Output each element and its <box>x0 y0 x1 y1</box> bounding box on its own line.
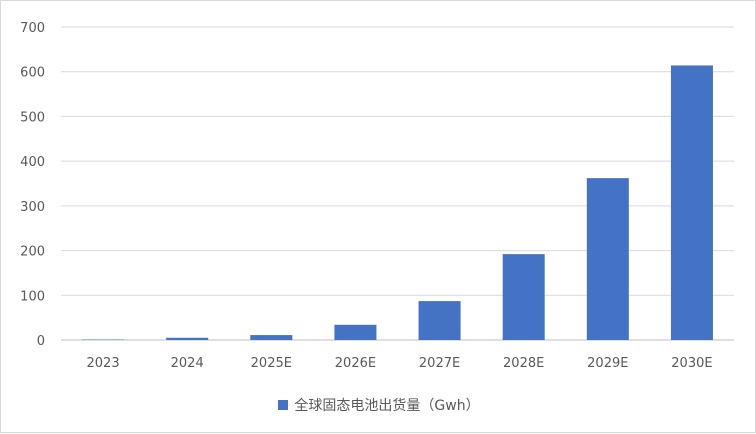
y-tick-label: 100 <box>20 289 45 304</box>
x-tick-label: 2026E <box>335 356 376 371</box>
x-tick-label: 2023 <box>87 356 120 371</box>
legend: 全球固态电池出货量（Gwh） <box>1 395 756 415</box>
y-tick-label: 500 <box>20 110 45 125</box>
x-tick-label: 2028E <box>503 356 544 371</box>
x-tick-label: 2025E <box>251 356 292 371</box>
bars <box>82 65 713 340</box>
y-tick-label: 300 <box>20 200 45 215</box>
bar <box>419 301 461 340</box>
y-tick-label: 200 <box>20 245 45 260</box>
gridlines <box>61 27 734 340</box>
x-tick-label: 2030E <box>671 356 712 371</box>
bar <box>587 178 629 340</box>
y-axis: 0 100 200 300 400 500 600 700 <box>20 21 45 349</box>
x-tick-label: 2029E <box>587 356 628 371</box>
legend-label: 全球固态电池出货量（Gwh） <box>294 398 479 414</box>
x-tick-label: 2024 <box>171 356 204 371</box>
bar <box>334 325 376 340</box>
x-tick-label: 2027E <box>419 356 460 371</box>
legend-swatch <box>278 400 288 410</box>
bar <box>250 335 292 340</box>
bar <box>166 338 208 340</box>
y-tick-label: 600 <box>20 66 45 81</box>
x-axis: 2023 2024 2025E 2026E 2027E 2028E 2029E 2030E <box>87 356 713 371</box>
bar <box>671 65 713 340</box>
bar <box>503 254 545 340</box>
y-tick-label: 400 <box>20 155 45 170</box>
y-tick-label: 700 <box>20 21 45 36</box>
y-tick-label: 0 <box>37 334 45 349</box>
